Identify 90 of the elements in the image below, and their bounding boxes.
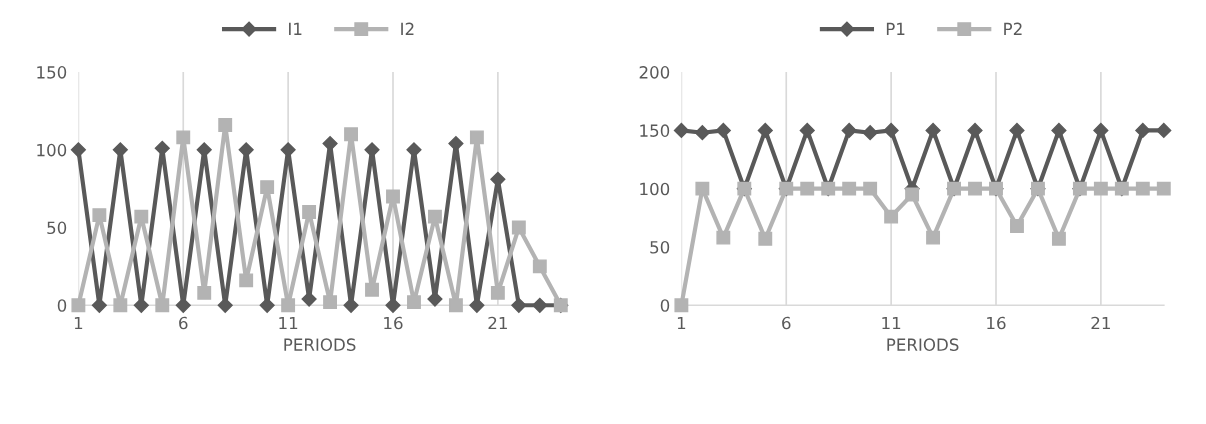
point <box>925 122 941 138</box>
point <box>302 205 317 219</box>
point <box>239 273 254 288</box>
point <box>386 189 400 204</box>
y-tick-label: 100 <box>37 143 67 157</box>
point <box>344 127 358 142</box>
y-tick-label: 50 <box>650 240 670 254</box>
point <box>197 285 212 300</box>
point <box>716 230 731 245</box>
point <box>842 181 857 196</box>
legend-label: I2 <box>401 22 414 35</box>
point <box>1051 122 1067 138</box>
point <box>1009 122 1025 138</box>
y-tick-label: 0 <box>57 299 67 312</box>
point <box>862 125 878 141</box>
point <box>968 181 982 196</box>
point <box>863 181 878 196</box>
x-axis-title: PERIODS <box>887 338 959 351</box>
point <box>238 142 254 158</box>
point <box>926 230 941 245</box>
point <box>365 282 379 297</box>
x-tick-label: 16 <box>384 316 403 330</box>
point <box>800 181 815 196</box>
point <box>841 122 857 138</box>
point <box>260 180 275 195</box>
x-axis-title: PERIODS <box>284 338 356 351</box>
point <box>1156 122 1172 138</box>
x-tick-label: 11 <box>882 316 901 330</box>
x-tick-label: 6 <box>782 316 791 330</box>
y-tick-label: 50 <box>47 221 67 235</box>
point <box>280 142 296 158</box>
point <box>428 209 442 224</box>
point <box>490 285 505 300</box>
point <box>1135 181 1150 196</box>
y-tick-label: 150 <box>640 124 670 137</box>
y-tick-label: 150 <box>37 66 67 79</box>
point <box>967 122 983 138</box>
point <box>799 122 815 138</box>
point <box>218 117 233 132</box>
x-tick-label: 6 <box>179 316 188 330</box>
point <box>323 295 338 310</box>
point <box>71 298 86 313</box>
legend-label: P1 <box>886 22 905 35</box>
x-tick-label: 21 <box>1091 316 1110 330</box>
point <box>673 122 689 138</box>
point <box>511 297 527 313</box>
point <box>905 187 920 202</box>
point <box>134 209 149 224</box>
x-tick-label: 21 <box>488 316 507 330</box>
y-tick-label: 100 <box>640 182 670 196</box>
point <box>407 295 421 310</box>
point <box>364 142 380 158</box>
point <box>1010 219 1024 233</box>
legend-label: P2 <box>1004 22 1022 35</box>
point <box>1051 231 1066 246</box>
y-tick-label: 200 <box>639 66 670 79</box>
point <box>1156 181 1171 196</box>
point <box>176 130 191 145</box>
point <box>1093 181 1108 196</box>
point <box>154 140 170 156</box>
point <box>884 209 899 224</box>
point <box>113 298 128 313</box>
point <box>715 122 731 138</box>
legend-label: I1 <box>289 22 302 35</box>
point <box>883 122 899 138</box>
x-tick-label: 1 <box>74 316 83 330</box>
x-tick-label: 16 <box>987 316 1006 330</box>
y-tick-label: 0 <box>660 299 670 312</box>
point <box>448 298 463 313</box>
point <box>155 298 170 313</box>
point <box>281 298 296 313</box>
point <box>1135 122 1151 138</box>
point <box>757 122 773 138</box>
point <box>301 291 317 307</box>
x-tick-label: 11 <box>279 316 298 330</box>
point <box>1093 122 1109 138</box>
point <box>196 142 212 158</box>
x-tick-label: 1 <box>677 316 686 330</box>
point <box>511 220 526 235</box>
point <box>758 231 773 246</box>
point <box>427 291 443 307</box>
point <box>695 181 710 196</box>
point <box>469 130 484 145</box>
point <box>92 208 107 223</box>
point <box>532 259 547 274</box>
point <box>490 171 506 187</box>
point <box>70 142 86 158</box>
point <box>532 297 548 313</box>
point <box>694 125 710 141</box>
point <box>674 298 689 313</box>
